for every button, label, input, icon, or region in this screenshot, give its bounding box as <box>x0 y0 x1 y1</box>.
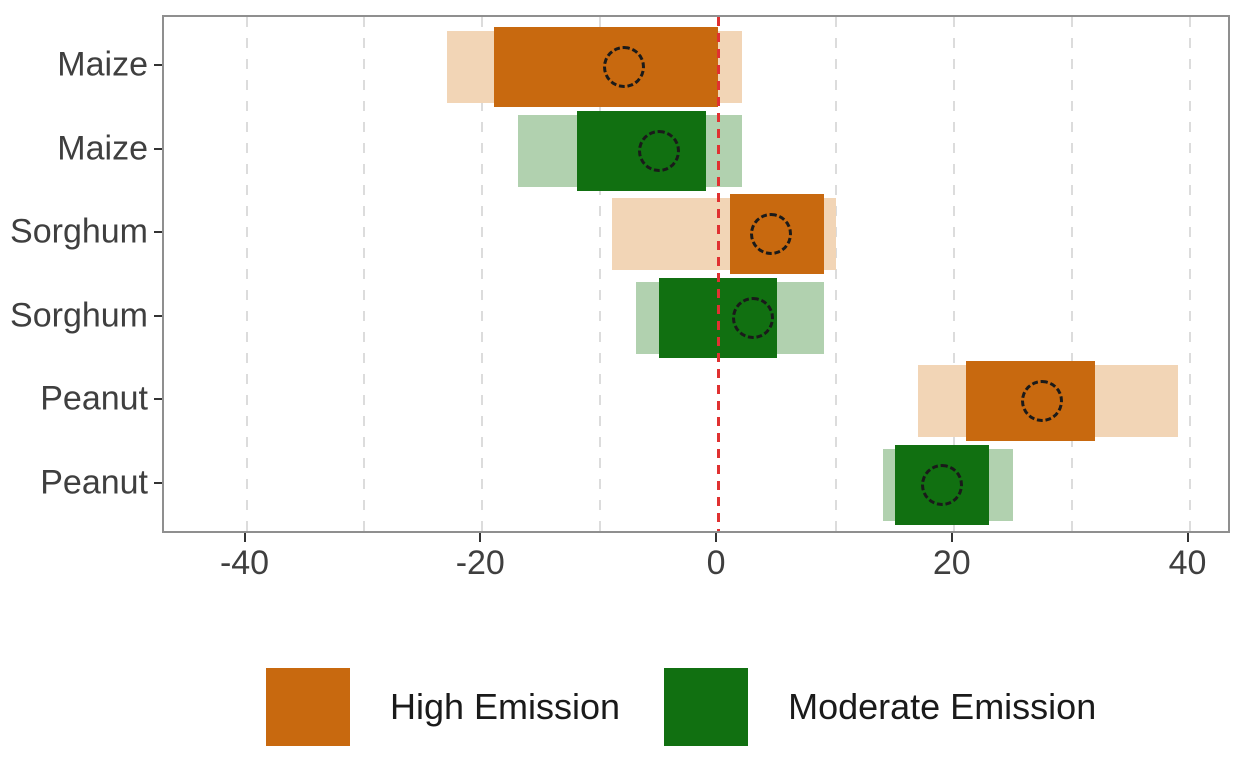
gridline <box>952 17 955 531</box>
center-marker <box>732 296 775 339</box>
legend-label: Moderate Emission <box>788 686 1097 727</box>
x-axis-label: -40 <box>219 544 270 582</box>
x-axis-tick <box>243 533 246 542</box>
y-axis-tick <box>154 231 162 234</box>
x-axis-label: 0 <box>706 544 726 582</box>
center-marker <box>921 463 963 506</box>
gridline <box>1070 17 1073 531</box>
center-marker <box>638 129 681 172</box>
gridline <box>599 17 602 531</box>
gridline <box>834 17 837 531</box>
y-axis-label: Maize <box>57 45 148 84</box>
x-axis-label: 40 <box>1168 544 1207 582</box>
gridline <box>245 17 248 531</box>
plot-panel <box>162 15 1230 533</box>
legend-swatch <box>664 668 749 746</box>
zero-reference-line <box>716 17 720 531</box>
y-axis-label: Maize <box>57 129 148 168</box>
legend-swatch <box>266 668 350 746</box>
x-axis-tick <box>479 533 482 542</box>
legend-entry: High Emission <box>266 668 620 746</box>
x-axis-tick <box>1186 533 1189 542</box>
x-axis-tick <box>950 533 953 542</box>
x-axis-label: -20 <box>455 544 505 582</box>
gridline <box>1188 17 1191 531</box>
center-marker <box>602 46 645 89</box>
gridline <box>481 17 484 531</box>
y-axis-tick <box>154 481 162 484</box>
x-axis-label: 20 <box>932 544 971 582</box>
y-axis-tick <box>154 398 162 401</box>
center-marker <box>1021 380 1064 423</box>
x-axis-tick <box>715 533 718 542</box>
y-axis-label: Peanut <box>40 463 148 502</box>
y-axis-tick <box>154 314 162 317</box>
center-marker <box>750 213 793 256</box>
y-axis-label: Sorghum <box>10 296 148 335</box>
y-axis-label: Peanut <box>40 379 148 418</box>
y-axis-tick <box>154 147 162 150</box>
legend-entry: Moderate Emission <box>664 668 1096 746</box>
y-axis-label: Sorghum <box>10 212 148 251</box>
y-axis-tick <box>154 64 162 67</box>
legend-label: High Emission <box>390 686 621 727</box>
legend: High Emission Moderate Emission <box>0 668 1249 746</box>
gridline <box>363 17 366 531</box>
